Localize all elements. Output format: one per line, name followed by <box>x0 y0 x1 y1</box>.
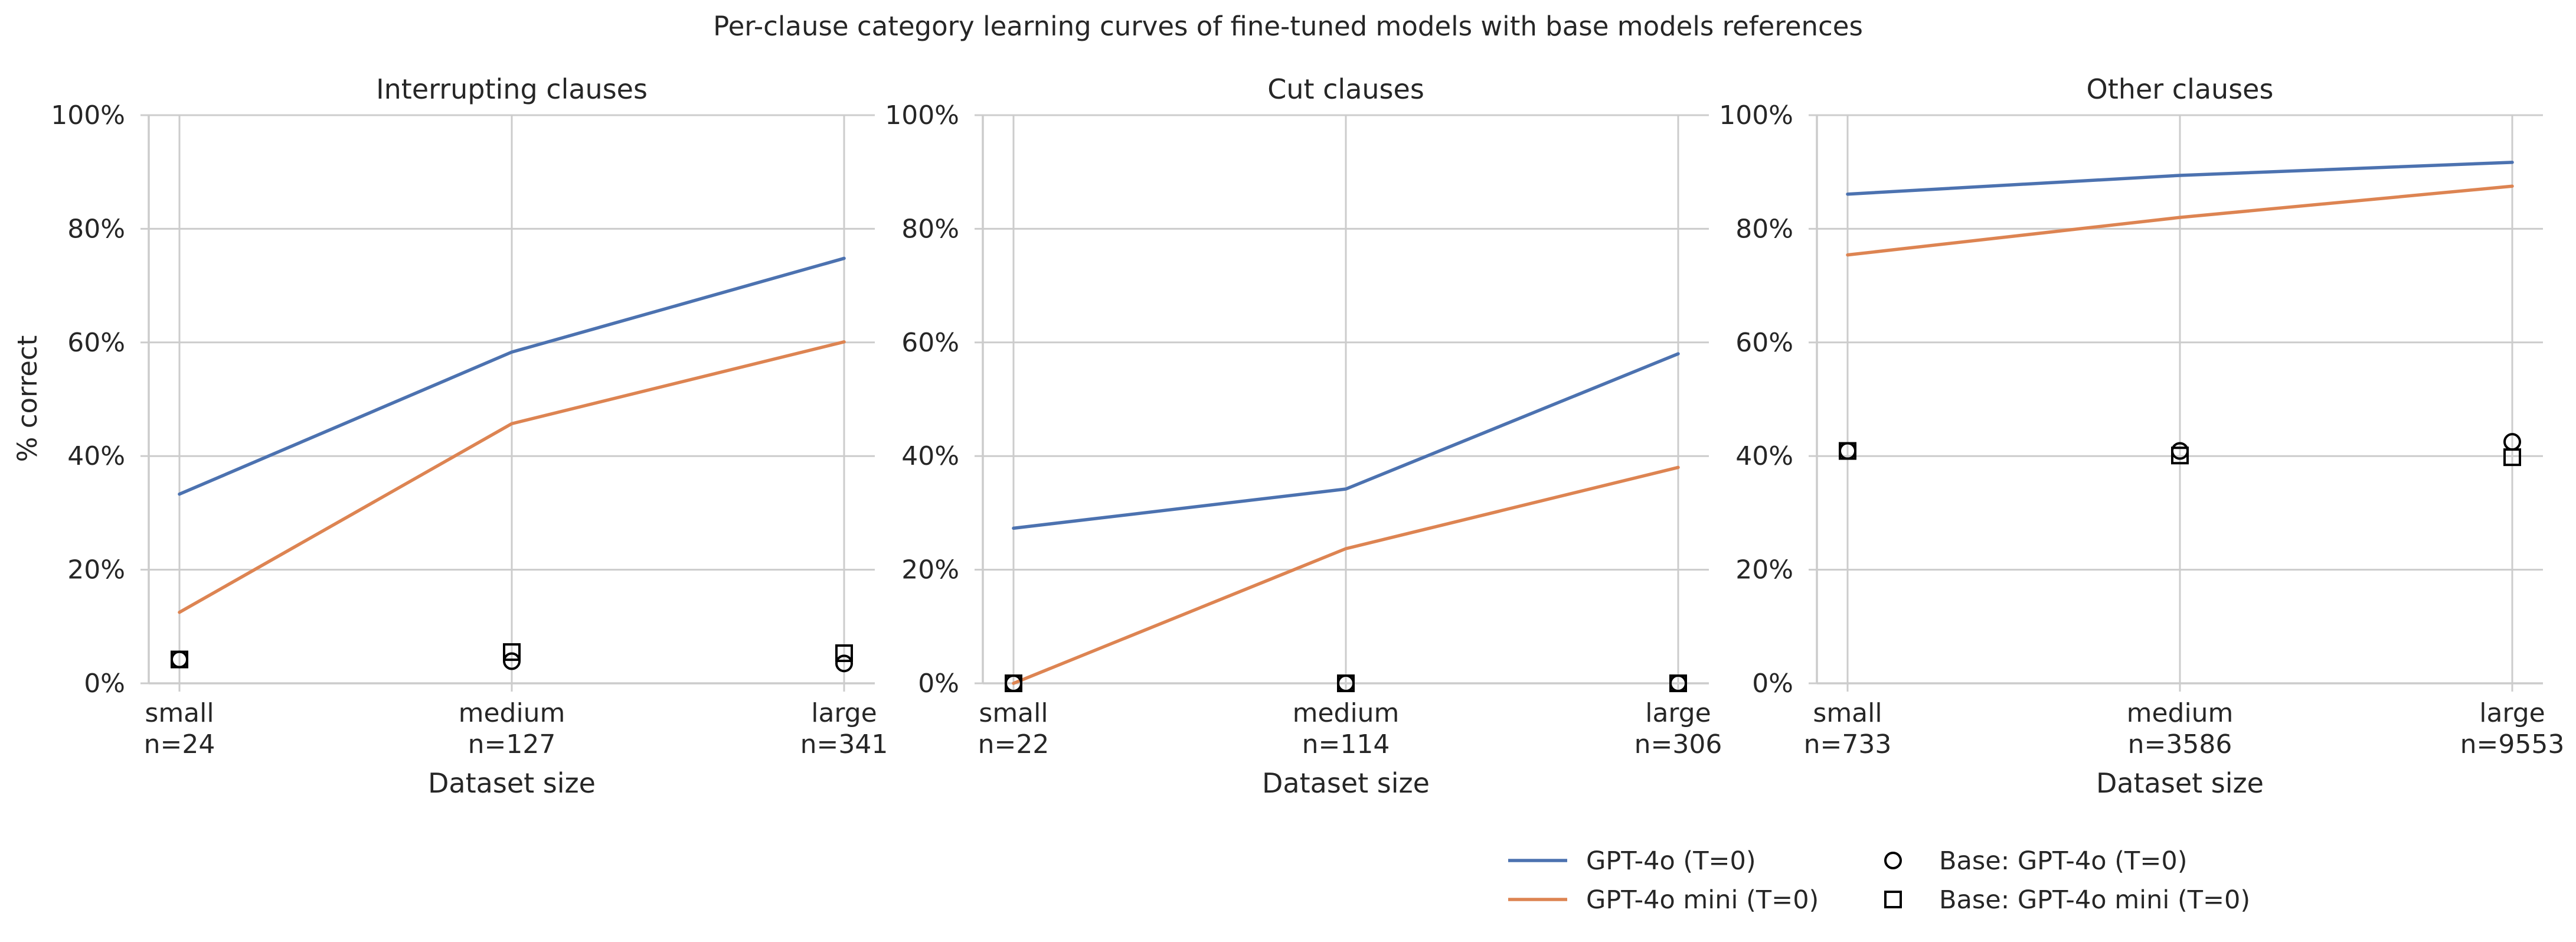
y-tick-label: 60% <box>67 328 125 358</box>
legend-square-swatch <box>1884 891 1902 908</box>
legend-entry: GPT-4o (T=0) <box>1508 846 1756 876</box>
base-gpt4o-mini-marker <box>2171 446 2189 465</box>
x-axis-label: Dataset size <box>1262 767 1430 799</box>
y-tick-label: 100% <box>885 100 959 131</box>
series-line <box>1012 465 1680 685</box>
y-tick-label: 0% <box>1752 669 1793 699</box>
legend-entry: GPT-4o mini (T=0) <box>1508 885 1819 915</box>
y-tick-label: 60% <box>901 328 959 358</box>
x-axis-label: Dataset size <box>2096 767 2264 799</box>
x-tick-label: medium <box>459 698 565 728</box>
legend-label: GPT-4o (T=0) <box>1586 846 1756 876</box>
y-tick-label: 80% <box>67 214 125 244</box>
y-tick-label: 40% <box>1735 441 1793 471</box>
y-tick-label: 80% <box>901 214 959 244</box>
y-axis-label: % correct <box>12 335 43 462</box>
x-tick-sample-size: n=24 <box>144 729 215 760</box>
y-tick-label: 0% <box>84 669 125 699</box>
y-tick-label: 100% <box>1719 100 1793 131</box>
series-line <box>178 340 846 614</box>
base-gpt4o-marker <box>503 652 521 670</box>
x-tick-label: medium <box>2127 698 2234 728</box>
base-gpt4o-mini-marker <box>1337 674 1355 692</box>
x-tick-sample-size: n=733 <box>1804 729 1892 760</box>
x-tick-sample-size: n=341 <box>800 729 888 760</box>
x-tick-label: large <box>1645 698 1711 728</box>
legend-circle-swatch <box>1884 852 1902 869</box>
panel-title: Cut clauses <box>1267 73 1424 105</box>
legend-label: GPT-4o mini (T=0) <box>1586 885 1819 915</box>
x-tick-sample-size: n=127 <box>468 729 556 760</box>
y-tick-label: 0% <box>918 669 959 699</box>
series-line <box>1012 352 1680 530</box>
x-tick-label: small <box>145 698 214 728</box>
x-tick-label: large <box>2479 698 2545 728</box>
x-tick-sample-size: n=22 <box>978 729 1050 760</box>
legend-entry: Base: GPT-4o mini (T=0) <box>1884 885 2250 915</box>
base-gpt4o-mini-marker <box>171 650 188 669</box>
x-tick-sample-size: n=3586 <box>2128 729 2232 760</box>
x-tick-label: small <box>1813 698 1882 728</box>
base-gpt4o-marker <box>835 654 853 673</box>
y-tick-label: 100% <box>51 100 125 131</box>
x-tick-sample-size: n=306 <box>1634 729 1722 760</box>
panel-title: Interrupting clauses <box>376 73 648 105</box>
panels: 0%20%40%60%80%100%smalln=24mediumn=127la… <box>51 73 2564 799</box>
legend-entry: Base: GPT-4o (T=0) <box>1884 846 2188 876</box>
base-gpt4o-mini-marker <box>1005 674 1022 692</box>
base-gpt4o-mini-marker <box>503 643 521 661</box>
panel-title: Other clauses <box>2087 73 2274 105</box>
x-tick-sample-size: n=9553 <box>2460 729 2565 760</box>
figure-title: Per-clause category learning curves of f… <box>713 11 1863 42</box>
y-tick-label: 40% <box>901 441 959 471</box>
y-tick-label: 20% <box>901 555 959 585</box>
base-gpt4o-mini-marker <box>1839 442 1856 460</box>
x-tick-label: small <box>979 698 1048 728</box>
x-tick-sample-size: n=114 <box>1302 729 1390 760</box>
x-tick-label: large <box>811 698 877 728</box>
series-line <box>178 256 846 496</box>
y-tick-label: 40% <box>67 441 125 471</box>
y-tick-label: 20% <box>1735 555 1793 585</box>
series-line <box>1846 161 2514 196</box>
legend: GPT-4o (T=0) GPT-4o mini (T=0) Base: GPT-4… <box>1508 846 2250 915</box>
base-gpt4o-mini-marker <box>835 644 853 663</box>
x-axis-label: Dataset size <box>428 767 596 799</box>
legend-label: Base: GPT-4o (T=0) <box>1939 846 2188 876</box>
y-tick-label: 80% <box>1735 214 1793 244</box>
y-tick-label: 20% <box>67 555 125 585</box>
x-tick-label: medium <box>1293 698 1400 728</box>
y-tick-label: 60% <box>1735 328 1793 358</box>
legend-label: Base: GPT-4o mini (T=0) <box>1939 885 2250 915</box>
base-gpt4o-mini-marker <box>2503 448 2521 467</box>
base-gpt4o-mini-marker <box>1669 674 1687 692</box>
series-line <box>1846 184 2514 257</box>
